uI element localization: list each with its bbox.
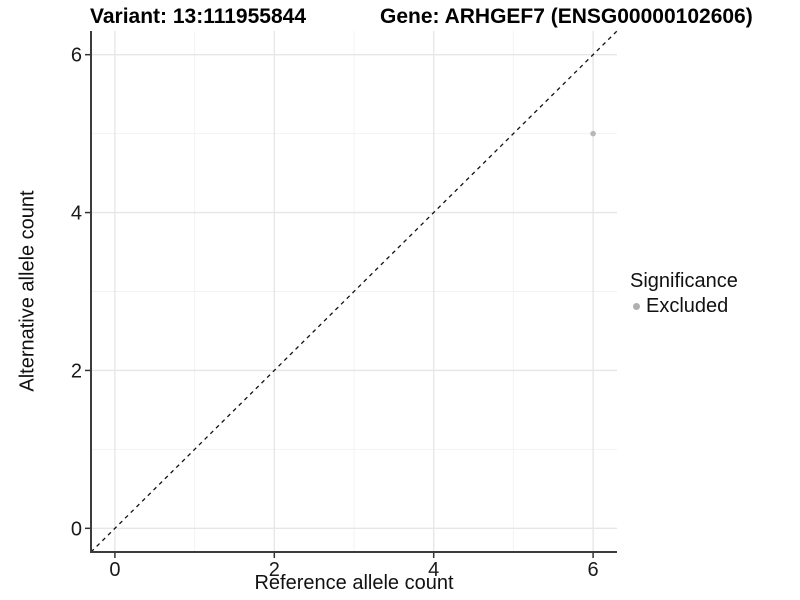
legend-item-label: Excluded [646, 295, 729, 317]
data-point [590, 130, 596, 137]
identity-line [90, 30, 618, 553]
y-tick-label: 6 [71, 45, 82, 67]
gene-title: Gene: ARHGEF7 (ENSG00000102606) [380, 5, 753, 28]
legend-dot-icon [633, 303, 640, 310]
y-tick-label: 2 [71, 360, 82, 382]
legend: Significance Excluded [630, 270, 738, 318]
x-tick-label: 6 [588, 559, 599, 581]
y-tick-label: 4 [71, 203, 82, 225]
x-tick-label: 0 [109, 559, 120, 581]
x-tick-label: 2 [269, 559, 280, 581]
x-tick-label: 4 [428, 559, 439, 581]
y-tick-label: 0 [71, 518, 82, 540]
x-axis-title: Reference allele count [254, 572, 454, 594]
variant-title: Variant: 13:111955844 [90, 5, 307, 28]
y-axis-title-text: Alternative allele count [16, 190, 39, 392]
legend-item-excluded: Excluded [630, 295, 738, 318]
legend-title: Significance [630, 270, 738, 292]
